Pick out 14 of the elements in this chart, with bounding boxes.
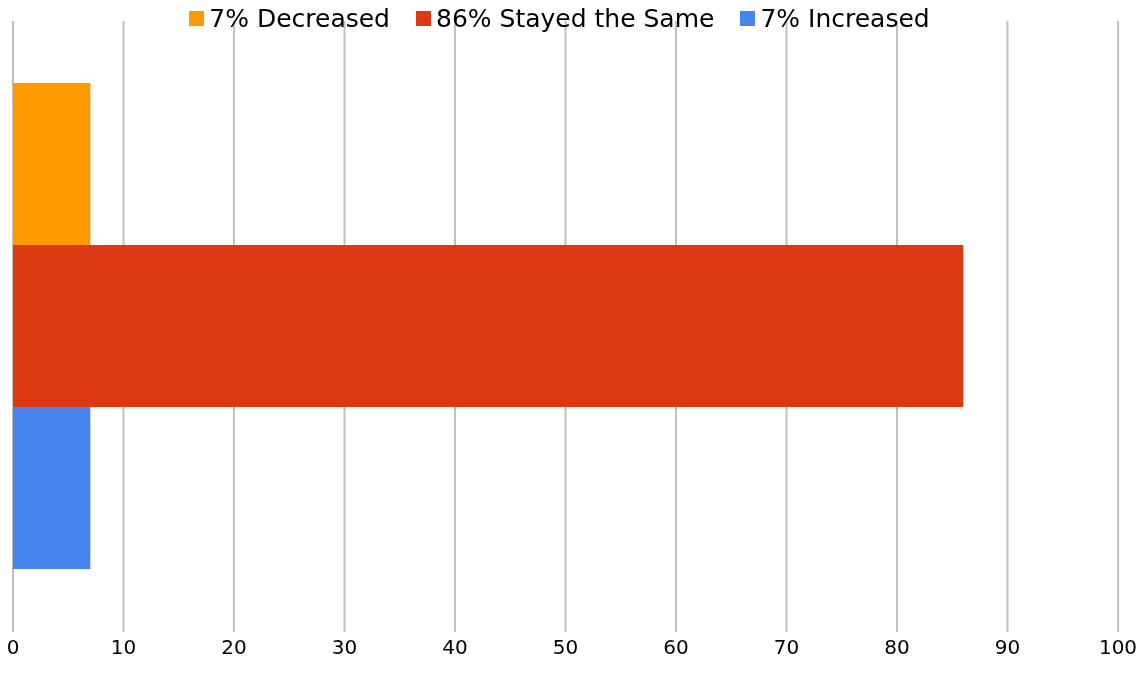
x-tick-label: 30 <box>331 635 358 660</box>
x-tick-label: 10 <box>110 635 137 660</box>
x-tick-label: 80 <box>884 635 910 660</box>
x-tick-label: 60 <box>663 635 689 660</box>
x-tick-label: 0 <box>6 635 20 660</box>
legend-label: 7% Increased <box>760 4 930 33</box>
x-tick-label: 90 <box>994 635 1021 660</box>
x-tick-label: 50 <box>552 635 579 660</box>
x-tick-label: 100 <box>1098 635 1138 660</box>
x-tick-label: 20 <box>221 635 247 660</box>
x-tick-label: 70 <box>773 635 800 660</box>
x-tick-label: 40 <box>442 635 468 660</box>
legend-label: 86% Stayed the Same <box>436 4 715 33</box>
legend-label: 7% Decreased <box>209 4 390 33</box>
